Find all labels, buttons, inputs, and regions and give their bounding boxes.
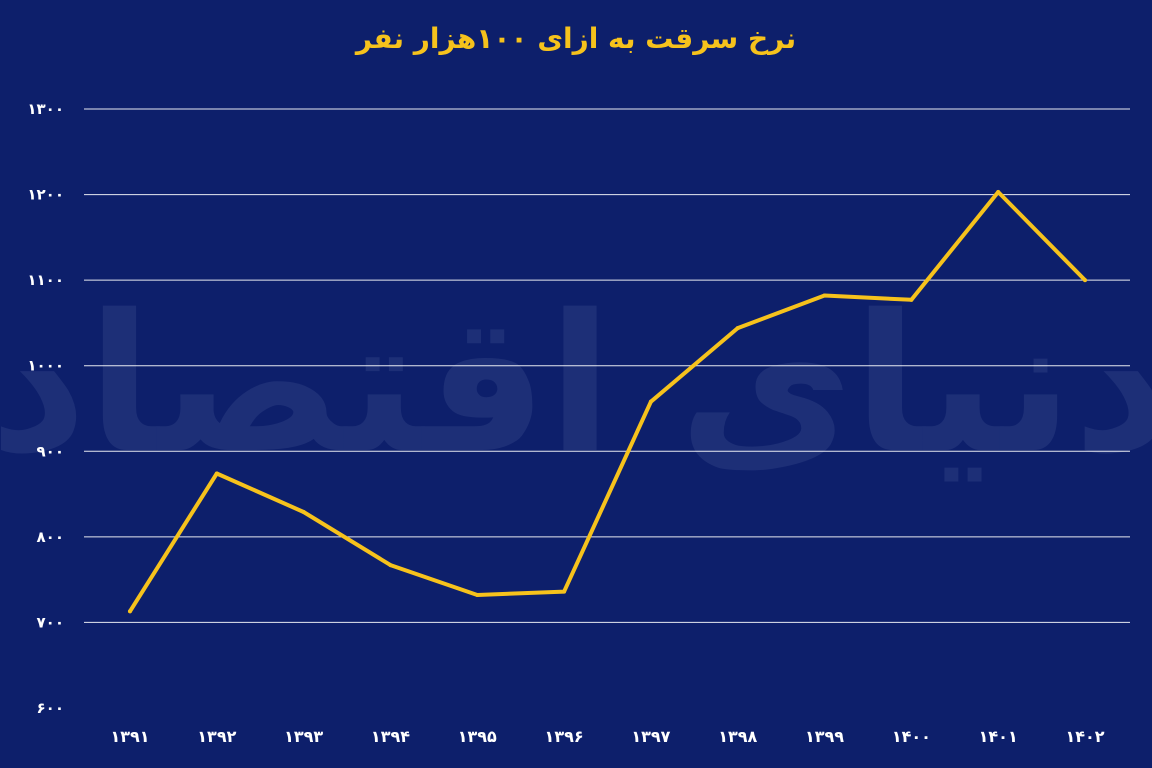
data-point bbox=[735, 326, 740, 331]
data-point bbox=[648, 399, 653, 404]
x-tick-label: ۱۳۹۴ bbox=[371, 727, 410, 746]
data-point bbox=[388, 563, 393, 568]
data-point bbox=[562, 589, 567, 594]
x-tick-label: ۱۳۹۹ bbox=[805, 727, 844, 746]
y-tick-label: ۹۰۰ bbox=[37, 442, 64, 460]
data-point bbox=[1083, 278, 1087, 283]
series-line bbox=[128, 190, 1087, 614]
y-tick-label: ۱۰۰۰ bbox=[27, 357, 64, 375]
data-point bbox=[909, 297, 914, 302]
x-axis-ticks: ۱۳۹۱ ۱۳۹۲ ۱۳۹۳ ۱۳۹۴ ۱۳۹۵ ۱۳۹۶ ۱۳۹۷ ۱۳۹۸ ۱۳۹۹ ۱۴۰۰… bbox=[110, 727, 1104, 746]
y-tick-label: ۷۰۰ bbox=[37, 613, 64, 631]
x-tick-label: ۱۴۰۲ bbox=[1065, 727, 1104, 746]
x-tick-label: ۱۳۹۶ bbox=[545, 727, 584, 746]
x-tick-label: ۱۳۹۲ bbox=[197, 727, 236, 746]
data-point bbox=[301, 510, 306, 515]
data-point bbox=[822, 293, 827, 298]
x-tick-label: ۱۴۰۱ bbox=[979, 727, 1018, 746]
x-tick-label: ۱۳۹۵ bbox=[458, 727, 497, 746]
y-tick-label: ۶۰۰ bbox=[37, 699, 64, 717]
x-tick-label: ۱۳۹۳ bbox=[284, 727, 323, 746]
data-point bbox=[214, 471, 219, 476]
x-tick-label: ۱۳۹۸ bbox=[718, 727, 757, 746]
x-tick-label: ۱۴۰۰ bbox=[892, 727, 931, 746]
chart-title: نرخ سرقت به ازای ۱۰۰هزار نفر bbox=[355, 22, 797, 55]
x-tick-label: ۱۳۹۷ bbox=[631, 727, 670, 746]
y-tick-label: ۱۳۰۰ bbox=[27, 100, 64, 118]
watermark-logo: دنیای اقتصاد bbox=[0, 274, 1152, 495]
y-tick-label: ۱۲۰۰ bbox=[27, 186, 64, 204]
data-point bbox=[996, 190, 1001, 195]
grid bbox=[84, 108, 1130, 623]
series-group bbox=[128, 190, 1087, 614]
data-point bbox=[128, 609, 132, 614]
y-tick-label: ۸۰۰ bbox=[37, 528, 64, 546]
data-point bbox=[475, 593, 480, 598]
y-tick-label: ۱۱۰۰ bbox=[27, 271, 64, 289]
y-axis-ticks: ۶۰۰ ۷۰۰ ۸۰۰ ۹۰۰ ۱۰۰۰ ۱۱۰۰ ۱۲۰۰ ۱۳۰۰ bbox=[27, 100, 64, 717]
x-tick-label: ۱۳۹۱ bbox=[110, 727, 149, 746]
